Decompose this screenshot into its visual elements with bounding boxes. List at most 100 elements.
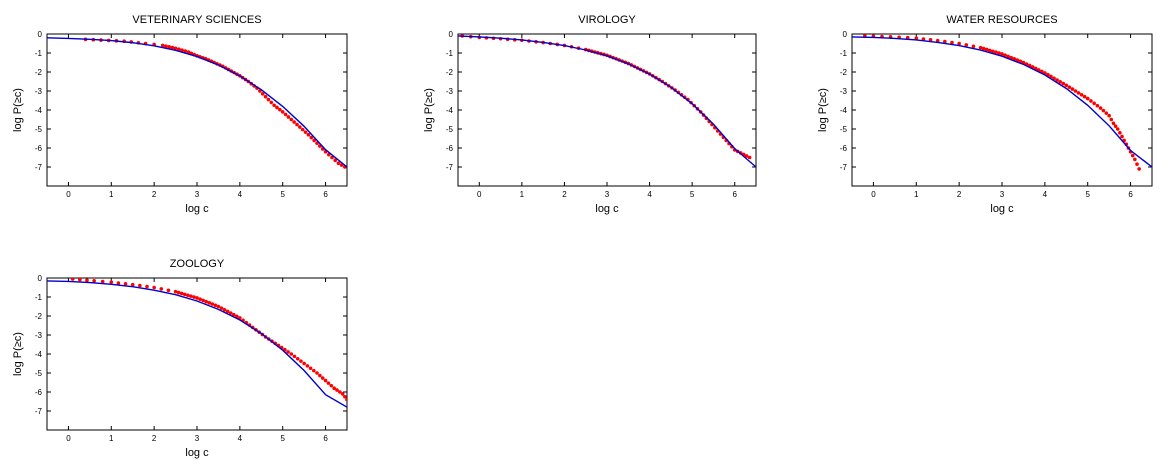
data-point <box>984 47 989 52</box>
data-point <box>333 158 338 163</box>
data-point <box>278 107 282 112</box>
data-point <box>1104 111 1109 115</box>
data-point <box>1049 74 1053 79</box>
data-point <box>943 39 947 44</box>
y-tick-label: -2 <box>840 68 848 77</box>
y-tick-label: -6 <box>446 144 454 153</box>
data-point <box>978 45 983 50</box>
x-axis-label: log c <box>185 447 209 459</box>
x-tick-label: 3 <box>1000 190 1005 199</box>
data-point <box>222 307 227 312</box>
y-tick-label: -5 <box>840 125 848 134</box>
data-point <box>1135 162 1139 166</box>
panel-water-resources: WATER RESOURCES 0 1 2 3 4 5 6 0 -1 -2 -3 -4 -5 -6 -7 log… <box>817 14 1153 215</box>
data-point <box>935 38 940 43</box>
data-point <box>950 40 954 45</box>
data-point <box>145 284 149 289</box>
data-point <box>286 115 291 119</box>
data-point <box>1085 96 1090 101</box>
data-point <box>957 41 961 46</box>
data-point <box>1009 55 1013 60</box>
y-tick-label: -3 <box>840 87 848 96</box>
y-tick-label: 0 <box>449 30 454 39</box>
data-points <box>460 34 752 160</box>
data-point <box>311 368 316 373</box>
data-point <box>170 45 175 50</box>
y-tick-label: 0 <box>38 30 43 39</box>
data-point <box>1118 131 1122 135</box>
data-point <box>85 278 89 283</box>
data-point <box>305 364 310 368</box>
data-point <box>219 306 224 310</box>
x-tick-label: 5 <box>280 190 285 199</box>
data-point <box>189 294 193 298</box>
data-point <box>318 373 322 378</box>
x-tick-label: 1 <box>109 434 114 443</box>
data-point <box>1073 89 1078 93</box>
data-point <box>179 291 184 296</box>
data-point <box>914 36 919 40</box>
data-point <box>100 279 105 284</box>
data-point <box>176 290 181 295</box>
data-point <box>164 44 168 48</box>
y-tick-label: -1 <box>446 49 454 58</box>
data-point <box>981 46 986 51</box>
x-axis-label: log c <box>990 203 1014 215</box>
y-tick-label: -2 <box>35 312 43 321</box>
data-point <box>744 154 749 158</box>
y-tick-label: -4 <box>446 106 454 115</box>
data-point <box>1137 167 1141 171</box>
data-point <box>1115 127 1120 131</box>
data-point <box>198 297 202 301</box>
data-point <box>1120 134 1124 139</box>
data-point <box>1133 157 1137 162</box>
data-point <box>1067 85 1072 89</box>
data-point <box>1109 117 1114 122</box>
data-point <box>1055 78 1059 82</box>
x-tick-label: 0 <box>66 190 71 199</box>
x-tick-label: 3 <box>605 190 610 199</box>
y-tick-label: -7 <box>35 163 43 172</box>
data-point <box>225 309 230 314</box>
data-point <box>173 289 178 294</box>
data-point <box>295 122 299 127</box>
data-points <box>863 34 1141 171</box>
data-point <box>166 288 171 293</box>
x-tick-label: 5 <box>280 434 285 443</box>
y-tick-label: -3 <box>446 87 454 96</box>
fit-curve <box>47 280 347 408</box>
data-points <box>70 278 347 402</box>
data-point <box>1101 108 1106 113</box>
y-tick-label: -5 <box>446 125 454 134</box>
data-point <box>1052 76 1056 81</box>
data-point <box>109 280 114 284</box>
x-tick-label: 5 <box>690 190 695 199</box>
data-point <box>289 117 294 122</box>
data-point <box>343 394 347 399</box>
data-point <box>303 130 308 134</box>
y-tick-label: -5 <box>35 125 43 134</box>
data-point <box>123 282 128 286</box>
fit-curve <box>852 36 1152 168</box>
y-tick-label: -6 <box>35 388 43 397</box>
data-point <box>195 296 199 300</box>
y-tick-label: -4 <box>840 106 848 115</box>
data-point <box>182 292 187 297</box>
chart-title: ZOOLOGY <box>170 258 225 270</box>
data-point <box>1058 79 1062 84</box>
data-point <box>152 285 156 290</box>
fit-curve <box>458 35 756 168</box>
data-point <box>329 383 334 388</box>
x-tick-label: 3 <box>195 434 200 443</box>
data-point <box>204 299 208 304</box>
chart-title: VETERINARY SCIENCES <box>132 14 261 26</box>
data-point <box>1015 58 1020 62</box>
data-point <box>167 45 171 49</box>
x-tick-label: 6 <box>732 190 737 199</box>
y-tick-label: -2 <box>446 68 454 77</box>
data-point <box>299 359 303 363</box>
y-tick-label: -1 <box>35 49 43 58</box>
data-point <box>130 282 135 287</box>
data-point <box>1130 153 1135 158</box>
data-point <box>1079 93 1084 97</box>
